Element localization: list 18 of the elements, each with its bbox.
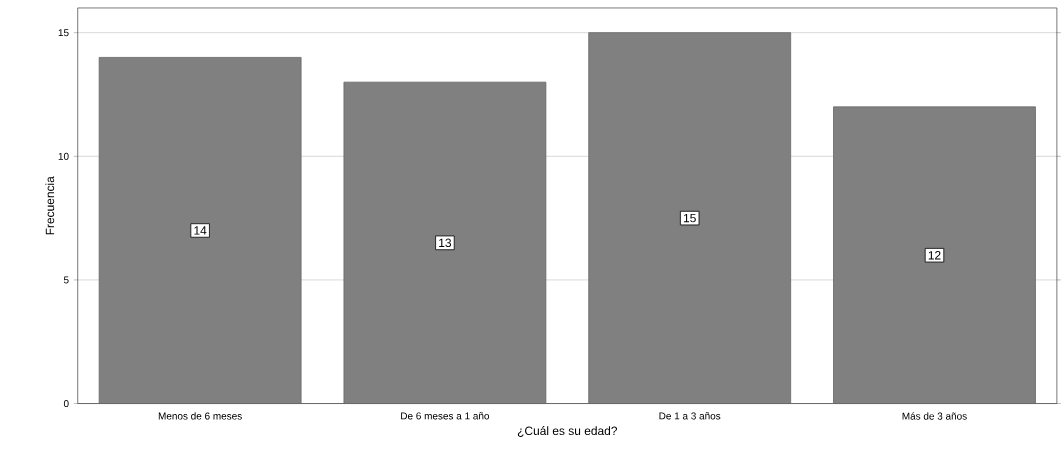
x-tick-label: Más de 3 años <box>902 412 967 420</box>
y-tick-label: 5 <box>63 276 69 284</box>
y-tick-label: 0 <box>63 399 69 407</box>
x-tick-label: Menos de 6 meses <box>158 412 242 420</box>
bar <box>588 32 792 404</box>
y-axis-title: Frecuencia <box>45 176 55 235</box>
data-label: 15 <box>683 213 696 223</box>
x-tick-label: De 1 a 3 años <box>659 412 721 420</box>
data-label: 13 <box>439 238 452 247</box>
data-label: 12 <box>928 250 941 260</box>
y-tick-label: 10 <box>58 152 69 160</box>
x-tick-label: De 6 meses a 1 año <box>401 412 490 420</box>
y-tick-label: 15 <box>58 29 69 36</box>
bar <box>833 106 1036 404</box>
x-axis-title: ¿Cuál es su edad? <box>517 425 618 437</box>
data-label: 14 <box>194 226 207 235</box>
bar <box>343 81 547 404</box>
bar <box>98 56 302 404</box>
